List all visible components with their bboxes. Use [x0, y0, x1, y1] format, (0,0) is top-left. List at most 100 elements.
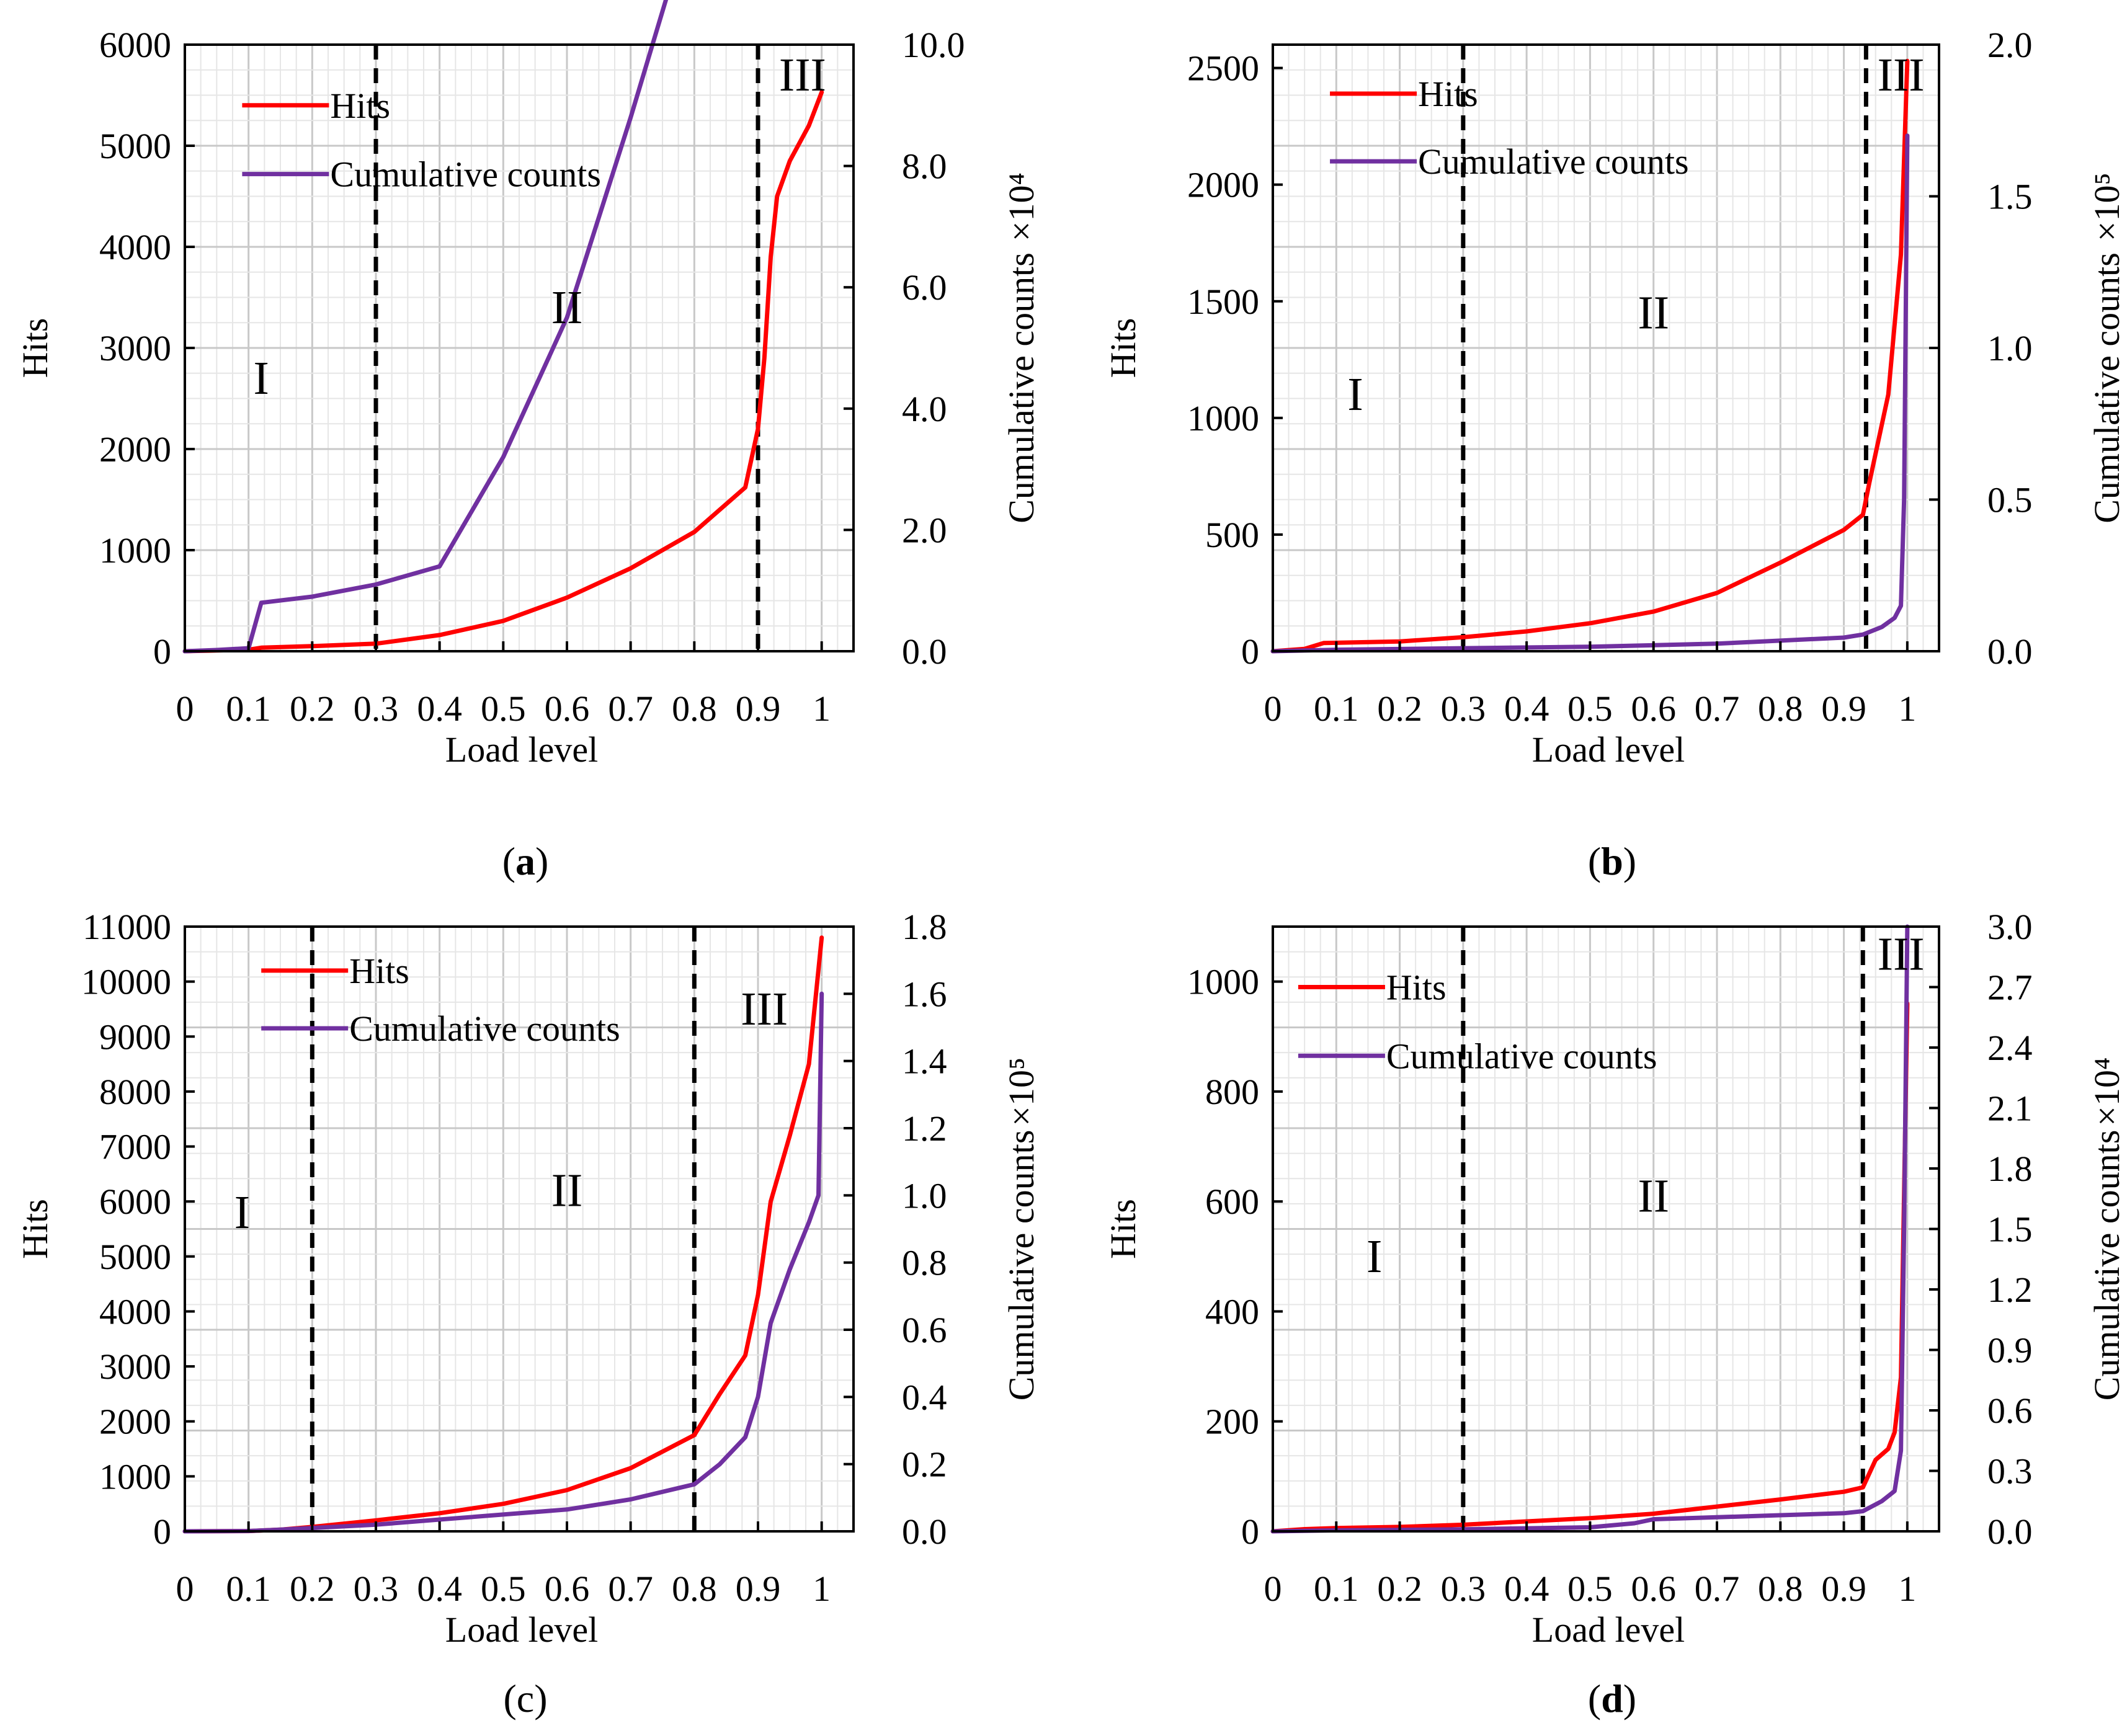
- hits-series-line: [1270, 58, 1910, 654]
- x-axis-label: Load level: [1532, 1609, 1685, 1650]
- legend-hits-label: Hits: [349, 951, 409, 991]
- stage-label: II: [1638, 1170, 1669, 1222]
- y2-tick-label: 2.1: [1987, 1088, 2033, 1129]
- stage-label: II: [551, 1164, 583, 1216]
- x-tick-labels: 0 0.1 0.2 0.3 0.4 0.5 0.6 0.7 0.8 0.9 1: [176, 688, 831, 729]
- x-tick-label: 1: [813, 1569, 831, 1609]
- y2-axis-multiplier: ×10⁵: [1001, 1057, 1041, 1126]
- y2-tick-label: 1.6: [902, 974, 947, 1014]
- grid: [184, 43, 854, 652]
- y-tick-label: 400: [1205, 1291, 1259, 1332]
- y2-tick-label: 0.3: [1987, 1451, 2033, 1492]
- panel-caption: (a): [502, 839, 549, 883]
- y-tick-label: 11000: [82, 907, 171, 947]
- series-layer: [182, 935, 824, 1534]
- y2-tick-label: 0.0: [1987, 631, 2033, 672]
- y2-tick-label: 1.8: [902, 907, 947, 947]
- y-axis-label: Hits: [1103, 318, 1143, 378]
- x-tick-label: 0.3: [1441, 1569, 1486, 1609]
- y-tick-label: 7000: [99, 1127, 171, 1167]
- stage-label: III: [1878, 928, 1925, 980]
- stage-dividers: [1461, 927, 1865, 1531]
- y-tick-label: 4000: [99, 227, 171, 267]
- panel-caption: (d): [1588, 1676, 1636, 1720]
- stage-dividers: [373, 45, 760, 651]
- y2-tick-label: 8.0: [902, 146, 947, 187]
- x-tick-label: 0.6: [545, 1569, 590, 1609]
- panel-caption-letter: b: [1601, 839, 1623, 883]
- y-tick-label: 500: [1205, 515, 1259, 555]
- y-tick-labels: 0 200 400 600 800 1000: [1187, 962, 1259, 1552]
- y2-tick-label: 1.5: [1987, 1209, 2033, 1250]
- stage-label: II: [1638, 287, 1669, 339]
- y-tick-label: 5000: [99, 1237, 171, 1277]
- y-tick-label: 600: [1205, 1182, 1259, 1222]
- x-tick-label: 0.3: [354, 1569, 399, 1609]
- x-axis-label: Load level: [445, 1609, 598, 1650]
- y2-tick-labels: 0.0 0.3 0.6 0.9 1.2 1.5 1.8 2.1 2.4 2.7 3.0: [1987, 907, 2033, 1552]
- y2-tick-label: 0.0: [1987, 1511, 2033, 1552]
- y-tick-labels: 0 1000 2000 3000 4000 5000 6000: [99, 25, 171, 672]
- legend-cumulative-label: Cumulative counts: [1386, 1036, 1657, 1076]
- y2-axis-label: Cumulative counts ×10⁴: [2087, 1057, 2122, 1401]
- cumulative-series-line: [182, 0, 669, 654]
- y2-tick-labels: 0.0 0.2 0.4 0.6 0.8 1.0 1.2 1.4 1.6 1.8: [902, 907, 947, 1552]
- y-tick-label: 1000: [99, 1456, 171, 1497]
- y2-tick-label: 1.0: [1987, 328, 2033, 368]
- y-tick-label: 10000: [81, 962, 171, 1002]
- y2-tick-label: 4.0: [902, 389, 947, 429]
- y-tick-label: 1000: [1187, 962, 1259, 1002]
- stage-label: I: [234, 1186, 250, 1239]
- x-tick-label: 0.2: [1377, 688, 1422, 729]
- x-tick-label: 0.1: [1314, 1569, 1359, 1609]
- y2-tick-label: 10.0: [902, 25, 965, 65]
- y2-axis-label-text: Cumulative counts: [2087, 252, 2122, 523]
- legend-cumulative-label: Cumulative counts: [349, 1008, 620, 1049]
- x-tick-label: 0.6: [545, 688, 590, 729]
- x-tick-label: 0.2: [290, 688, 335, 729]
- x-tick-label: 0.3: [1441, 688, 1486, 729]
- y2-tick-label: 2.0: [902, 510, 947, 550]
- x-tick-label: 0.7: [608, 1569, 653, 1609]
- y-tick-label: 5000: [99, 126, 171, 166]
- x-tick-label: 0.9: [1821, 688, 1866, 729]
- y-tick-label: 9000: [99, 1017, 171, 1057]
- y2-tick-label: 2.7: [1987, 968, 2033, 1008]
- y2-axis-multiplier: ×10⁴: [1001, 172, 1041, 241]
- y2-tick-label: 0.5: [1987, 480, 2033, 520]
- x-tick-label: 0.7: [1695, 1569, 1740, 1609]
- y-tick-label: 8000: [99, 1072, 171, 1112]
- legend: Hits Cumulative counts: [1330, 74, 1689, 182]
- x-tick-label: 0.5: [1567, 1569, 1613, 1609]
- stage-dividers: [1461, 45, 1868, 651]
- y-tick-label: 0: [153, 1511, 171, 1552]
- y2-tick-label: 1.8: [1987, 1149, 2033, 1189]
- y-axis-label: Hits: [15, 318, 55, 378]
- y-tick-label: 3000: [99, 1347, 171, 1387]
- panel-caption-letter: a: [515, 839, 535, 883]
- x-tick-label: 0.3: [354, 688, 399, 729]
- stage-label: I: [1366, 1231, 1382, 1283]
- panel-caption-letter: c: [517, 1676, 534, 1720]
- y2-tick-label: 3.0: [1987, 907, 2033, 947]
- x-tick-label: 0.2: [1377, 1569, 1422, 1609]
- y-tick-label: 200: [1205, 1402, 1259, 1442]
- stage-label: I: [254, 352, 269, 404]
- legend: Hits Cumulative counts: [261, 951, 620, 1049]
- y2-tick-label: 6.0: [902, 267, 947, 308]
- y2-tick-labels: 0.0 2.0 4.0 6.0 8.0 10.0: [902, 25, 965, 672]
- y-tick-label: 2000: [99, 429, 171, 470]
- panel-caption: (b): [1588, 839, 1636, 883]
- y2-axis-label-text: Cumulative counts: [1001, 1130, 1041, 1401]
- x-tick-label: 0.4: [1504, 688, 1549, 729]
- y-tick-label: 0: [153, 631, 171, 672]
- y2-tick-label: 1.0: [902, 1175, 947, 1216]
- legend: Hits Cumulative counts: [242, 86, 601, 195]
- x-tick-label: 0.5: [481, 1569, 526, 1609]
- panel-d: 0 0.1 0.2 0.3 0.4 0.5 0.6 0.7 0.8 0.9 1 0 200 400 600…: [1103, 907, 2122, 1720]
- legend: Hits Cumulative counts: [1298, 968, 1657, 1076]
- y2-axis-label: Cumulative counts ×10⁵: [2087, 172, 2122, 523]
- x-tick-label: 1: [1898, 688, 1916, 729]
